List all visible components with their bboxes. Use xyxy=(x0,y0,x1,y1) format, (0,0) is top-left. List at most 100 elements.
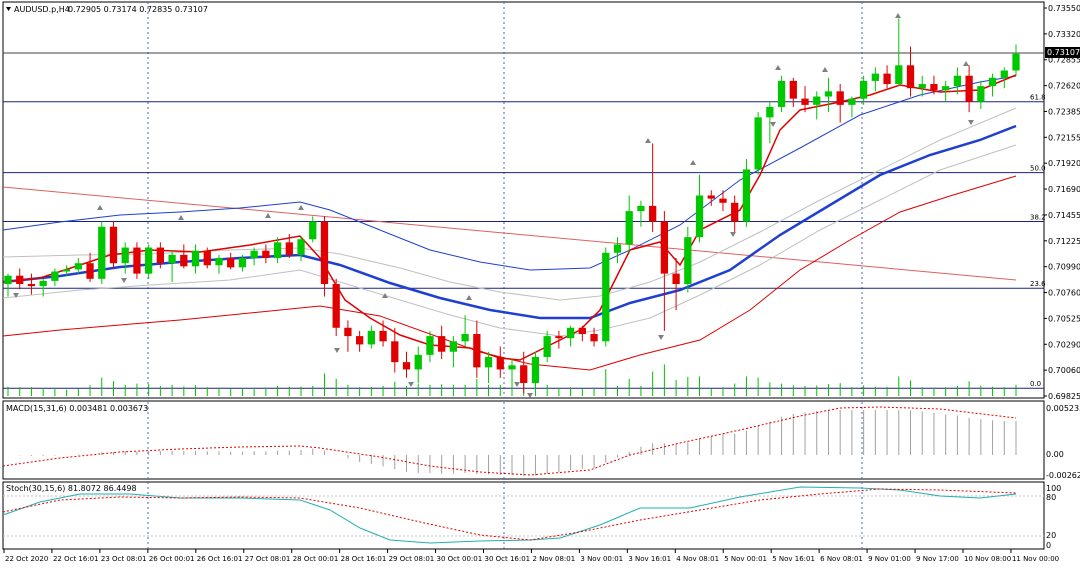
candle-bear xyxy=(660,221,669,274)
candle-bear xyxy=(578,327,586,335)
candle-bear xyxy=(27,284,36,287)
macd-axis-top: 0.005233 xyxy=(1046,404,1080,413)
time-tick-label: 5 Nov 00:01 xyxy=(724,555,767,563)
fractal-down-1 xyxy=(13,293,19,298)
candle-bull xyxy=(695,195,704,238)
candle-bear xyxy=(555,336,563,339)
fractal-down-7 xyxy=(658,335,664,340)
candle-bull xyxy=(215,257,223,266)
time-tick-label: 22 Oct 16:01 xyxy=(53,555,99,563)
candle-bull xyxy=(309,221,317,240)
candle-bull xyxy=(848,98,856,105)
candle-bull xyxy=(484,356,493,368)
candle-bear xyxy=(473,334,481,368)
fib-label: 38.2 xyxy=(1030,214,1046,222)
macd-signal-line xyxy=(2,406,1017,476)
candle-bull xyxy=(98,226,106,279)
time-tick-label: 11 Nov 00:00 xyxy=(1012,555,1059,563)
candle-bull xyxy=(74,263,82,270)
time-tick-label: 26 Oct 16:01 xyxy=(197,555,243,563)
fractal-down-3 xyxy=(334,348,340,353)
fractal-down-10 xyxy=(968,120,974,125)
moving-averages xyxy=(2,74,1017,371)
time-tick-label: 28 Oct 00:01 xyxy=(293,555,339,563)
time-tick-label: 2 Nov 08:01 xyxy=(532,555,575,563)
candle-bull xyxy=(813,96,821,105)
fractal-up-2 xyxy=(178,215,184,220)
price-tick-label: 0.71455 xyxy=(1048,211,1080,220)
ma-upper-blue xyxy=(2,75,1017,271)
candle-bear xyxy=(672,273,680,285)
fractal-down-5 xyxy=(514,382,520,387)
fractal-down-6 xyxy=(527,393,533,398)
candle-bull xyxy=(566,327,575,339)
ma-slow-band-lower xyxy=(2,144,1017,337)
candle-bear xyxy=(930,84,938,91)
candle-bear xyxy=(109,226,118,264)
candle-bull xyxy=(426,336,434,355)
candle-bear xyxy=(355,336,364,345)
fractal-up-11 xyxy=(895,13,901,18)
stoch-axis-100: 100 xyxy=(1046,484,1061,493)
fractal-up-6 xyxy=(466,295,472,300)
ohlc-values: 0.72905 0.73174 0.72835 0.73107 xyxy=(68,5,208,14)
fractal-up-7 xyxy=(645,138,651,143)
candle-bear xyxy=(391,341,399,363)
macd-axis-zero: 0.00 xyxy=(1046,450,1064,459)
candle-bear xyxy=(707,195,715,199)
fractal-up-8 xyxy=(690,160,696,165)
price-tick-label: 0.70525 xyxy=(1048,314,1080,323)
dropdown-arrow-icon[interactable] xyxy=(6,7,11,11)
candle-bear xyxy=(86,263,94,279)
ma-mid-blue xyxy=(2,124,1017,320)
price-tick-label: 0.70290 xyxy=(1048,340,1080,349)
price-tick-label: 0.70060 xyxy=(1048,366,1080,375)
candle-bear xyxy=(789,80,797,99)
candle-bear xyxy=(133,247,141,274)
ma-fast-red xyxy=(2,74,1017,361)
candle-bear xyxy=(883,73,891,85)
price-tick-label: 0.71225 xyxy=(1048,237,1080,246)
price-tick-label: 0.71690 xyxy=(1048,185,1080,194)
candle-bull xyxy=(297,239,305,255)
candle-bull xyxy=(62,269,71,272)
fibonacci-levels: 61.8 50.0 38.2 23.6 0.0 xyxy=(3,94,1046,389)
candle-bear xyxy=(965,75,973,102)
candle-bull xyxy=(238,257,247,268)
fractal-down-9 xyxy=(770,122,776,127)
candlesticks xyxy=(4,18,1020,394)
ma-lower-red xyxy=(2,175,1017,371)
time-tick-label: 10 Nov 08:00 xyxy=(964,555,1011,563)
price-tick-label: 0.72855 xyxy=(1048,56,1080,65)
time-tick-label: 22 Oct 2020 xyxy=(5,555,48,563)
price-tick-label: 0.72620 xyxy=(1048,82,1080,91)
current-price-label: 0.73107 xyxy=(1047,48,1080,57)
price-tick-label: 0.71920 xyxy=(1048,159,1080,168)
candle-bull xyxy=(895,65,903,85)
candle-bull xyxy=(449,341,458,352)
candle-bull xyxy=(543,336,551,357)
main-panel-frame xyxy=(2,1,1045,399)
candle-bear xyxy=(402,362,411,370)
candle-bear xyxy=(649,205,657,222)
candle-bull xyxy=(625,211,633,245)
candle-bear xyxy=(285,242,293,255)
candle-bear xyxy=(520,365,528,383)
macd-axis-bottom: -0.002621 xyxy=(1046,471,1080,480)
candle-bear xyxy=(719,198,727,203)
candle-bull xyxy=(4,275,12,285)
price-tick-label: 0.69825 xyxy=(1048,392,1080,401)
time-tick-label: 5 Nov 16:01 xyxy=(772,555,815,563)
time-tick-label: 29 Oct 08:01 xyxy=(389,555,435,563)
candle-bear xyxy=(156,247,165,264)
stoch-axis-0: 0 xyxy=(1046,541,1051,550)
price-tick-label: 0.70990 xyxy=(1048,263,1080,272)
candle-bull xyxy=(1012,53,1020,71)
fractal-up-3 xyxy=(265,213,271,218)
candle-bear xyxy=(227,257,235,268)
candle-bull xyxy=(531,356,540,383)
candle-bull xyxy=(777,80,786,107)
candle-bull xyxy=(414,354,422,370)
candle-bull xyxy=(871,73,879,81)
price-tick-label: 0.72155 xyxy=(1048,133,1080,142)
